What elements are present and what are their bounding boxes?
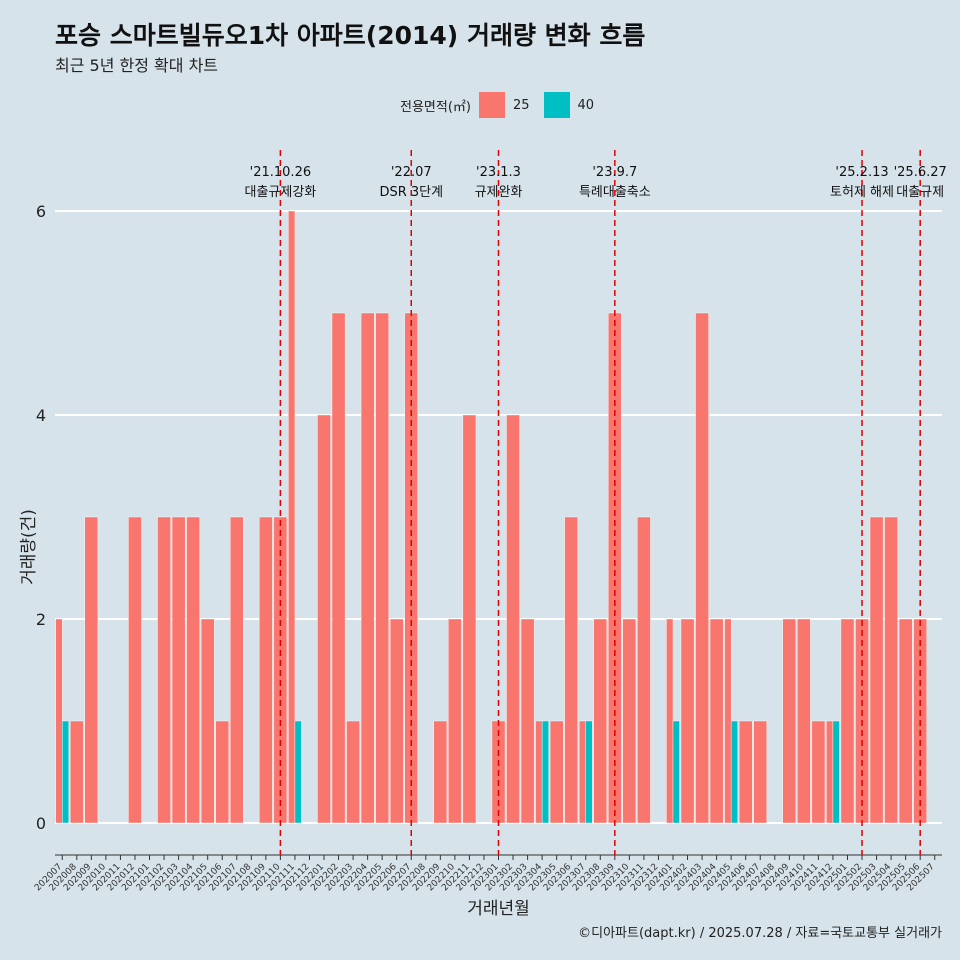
bar-25 <box>200 618 215 824</box>
y-tick-label: 0 <box>36 814 46 833</box>
bar-25 <box>579 720 586 824</box>
bar-25 <box>448 618 462 824</box>
chart-subtitle: 최근 5년 한정 확대 차트 <box>55 56 219 75</box>
event-label: 특례대출축소 <box>579 185 651 200</box>
event-label: 규제완화 <box>475 185 523 200</box>
bar-40 <box>541 720 549 824</box>
event-date-label: '23.9.7 <box>592 165 637 180</box>
bar-25 <box>186 516 200 824</box>
chart-caption: ©디아파트(dapt.kr) / 2025.07.28 / 자료=국토교통부 실… <box>578 926 942 941</box>
event-date-label: '21.10.26 <box>250 165 311 180</box>
y-tick-label: 4 <box>36 406 46 425</box>
bar-25 <box>608 312 622 824</box>
bar-25 <box>288 210 296 824</box>
bar-25 <box>230 516 244 824</box>
event-date-label: '25.6.27 <box>894 165 947 180</box>
legend-label-25: 25 <box>512 97 530 113</box>
bar-25 <box>157 516 171 824</box>
event-date-label: '22.07 <box>391 165 432 180</box>
bar-25 <box>360 312 375 824</box>
bar-25 <box>884 516 898 824</box>
bar-25 <box>564 516 578 824</box>
bar-25 <box>535 720 543 824</box>
bar-25 <box>811 720 826 824</box>
legend-title: 전용면적(㎡) <box>400 99 471 115</box>
bar-25 <box>753 720 767 824</box>
bar-40 <box>62 720 70 824</box>
legend-key-25 <box>478 92 505 118</box>
legend-label-40: 40 <box>577 97 595 113</box>
bar-25 <box>259 516 273 824</box>
event-label: DSR 3단계 <box>379 185 443 200</box>
bar-25 <box>869 516 884 824</box>
bar-25 <box>593 618 608 824</box>
bar-25 <box>738 720 753 824</box>
bar-40 <box>294 720 302 824</box>
y-axis-title: 거래량(건) <box>19 509 39 585</box>
event-date-label: '25.2.13 <box>835 165 888 180</box>
y-tick-label: 2 <box>36 610 46 629</box>
bar-25 <box>622 618 637 824</box>
bar-25 <box>695 312 709 824</box>
bar-25 <box>520 618 535 824</box>
bar-25 <box>331 312 346 824</box>
bar-25 <box>389 618 404 824</box>
bar-25 <box>55 618 63 824</box>
bar-40 <box>832 720 840 824</box>
bar-25 <box>70 720 84 824</box>
bar-25 <box>128 516 142 824</box>
bar-40 <box>730 720 738 824</box>
bar-25 <box>898 618 913 824</box>
event-label: 대출규제 <box>896 185 944 200</box>
bar-25 <box>317 414 331 824</box>
bar-25 <box>404 312 418 824</box>
bar-40 <box>672 720 680 824</box>
chart-title: 포승 스마트빌듀오1차 아파트(2014) 거래량 변화 흐름 <box>55 21 646 50</box>
bar-25 <box>215 720 229 824</box>
bar-25 <box>462 414 477 824</box>
bar-25 <box>826 720 834 824</box>
bar-25 <box>724 618 732 824</box>
bar-25 <box>171 516 186 824</box>
bar-25 <box>375 312 389 824</box>
bar-25 <box>346 720 360 824</box>
bar-40 <box>585 720 593 824</box>
bar-25 <box>797 618 811 824</box>
bar-25 <box>433 720 448 824</box>
y-tick-label: 6 <box>36 202 46 221</box>
event-label: 대출규제강화 <box>245 185 317 200</box>
bar-25 <box>549 720 564 824</box>
bar-25 <box>709 618 724 824</box>
event-date-label: '23.1.3 <box>476 165 521 180</box>
bar-25 <box>637 516 651 824</box>
legend: 전용면적(㎡) 25 40 <box>400 92 600 118</box>
legend-key-40 <box>543 92 570 118</box>
bar-25 <box>506 414 520 824</box>
bar-25 <box>666 618 674 824</box>
x-axis-title: 거래년월 <box>467 899 530 919</box>
bar-25 <box>84 516 99 824</box>
event-label: 토허제 해제 <box>830 185 894 200</box>
bar-25 <box>782 618 797 824</box>
bar-25 <box>840 618 855 824</box>
bar-25 <box>680 618 695 824</box>
